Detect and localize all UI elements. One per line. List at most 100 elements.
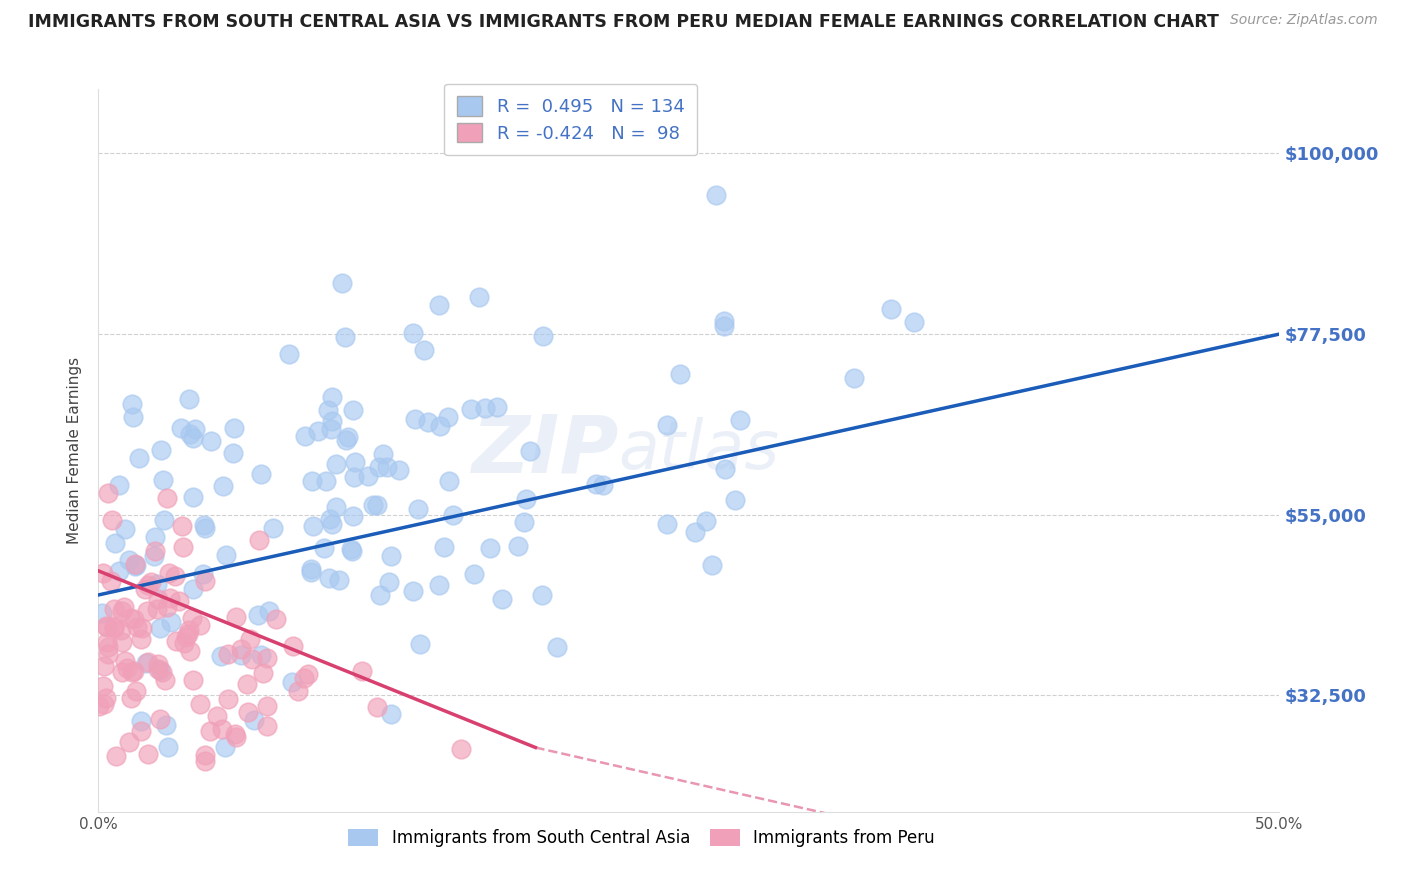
Point: [336, 429, 359, 443]
Point: [486, 400, 509, 414]
Point: [222, 420, 245, 434]
Point: [114, 522, 136, 536]
Point: [124, 683, 146, 698]
Point: [153, 673, 176, 687]
Point: [143, 544, 166, 558]
Point: [321, 390, 343, 404]
Point: [181, 431, 204, 445]
Point: [97, 640, 120, 654]
Point: [198, 723, 221, 738]
Y-axis label: Median Female Earnings: Median Female Earnings: [67, 357, 83, 544]
Point: [247, 533, 270, 547]
Point: [193, 566, 215, 581]
Point: [350, 664, 373, 678]
Point: [93, 698, 115, 712]
Point: [177, 623, 200, 637]
Text: ZIP: ZIP: [471, 411, 619, 490]
Point: [318, 571, 340, 585]
Point: [138, 578, 160, 592]
Point: [330, 277, 353, 291]
Point: [179, 643, 201, 657]
Point: [249, 648, 271, 663]
Point: [842, 371, 865, 385]
Point: [342, 402, 364, 417]
Point: [111, 634, 134, 648]
Point: [531, 329, 554, 343]
Point: [460, 401, 482, 416]
Point: [343, 455, 366, 469]
Point: [188, 698, 211, 712]
Point: [146, 657, 169, 671]
Point: [231, 648, 253, 662]
Point: [418, 415, 440, 429]
Text: IMMIGRANTS FROM SOUTH CENTRAL ASIA VS IMMIGRANTS FROM PERU MEDIAN FEMALE EARNING: IMMIGRANTS FROM SOUTH CENTRAL ASIA VS IM…: [28, 13, 1219, 31]
Point: [375, 460, 398, 475]
Point: [388, 463, 411, 477]
Point: [200, 434, 222, 448]
Point: [143, 530, 166, 544]
Point: [170, 421, 193, 435]
Point: [225, 731, 247, 745]
Point: [177, 627, 200, 641]
Point: [105, 748, 128, 763]
Point: [118, 734, 141, 748]
Point: [474, 401, 496, 416]
Point: [299, 565, 322, 579]
Point: [706, 188, 728, 202]
Point: [167, 593, 190, 607]
Point: [91, 566, 114, 580]
Point: [138, 747, 160, 761]
Point: [427, 298, 450, 312]
Point: [373, 447, 395, 461]
Point: [328, 573, 350, 587]
Point: [146, 662, 169, 676]
Point: [149, 621, 172, 635]
Point: [163, 569, 186, 583]
Point: [312, 541, 335, 555]
Point: [439, 475, 461, 489]
Point: [217, 691, 239, 706]
Point: [159, 615, 181, 629]
Point: [361, 498, 384, 512]
Point: [546, 640, 568, 654]
Point: [325, 457, 347, 471]
Point: [380, 549, 402, 564]
Point: [181, 491, 204, 505]
Point: [91, 679, 114, 693]
Point: [519, 443, 541, 458]
Point: [512, 515, 534, 529]
Point: [256, 651, 278, 665]
Point: [117, 661, 139, 675]
Point: [342, 509, 364, 524]
Point: [450, 741, 472, 756]
Text: atlas: atlas: [619, 417, 779, 483]
Point: [222, 446, 245, 460]
Point: [97, 648, 120, 662]
Point: [669, 368, 692, 382]
Point: [194, 747, 217, 762]
Point: [93, 659, 115, 673]
Point: [724, 492, 747, 507]
Point: [108, 478, 131, 492]
Point: [96, 690, 118, 705]
Point: [176, 630, 198, 644]
Point: [437, 410, 460, 425]
Point: [592, 478, 614, 492]
Point: [250, 467, 273, 482]
Point: [217, 647, 239, 661]
Point: [136, 656, 159, 670]
Point: [256, 719, 278, 733]
Point: [259, 604, 281, 618]
Point: [209, 649, 232, 664]
Point: [118, 553, 141, 567]
Point: [325, 500, 347, 515]
Point: [413, 343, 436, 357]
Point: [100, 574, 122, 588]
Point: [281, 675, 304, 690]
Point: [281, 639, 304, 653]
Point: [404, 411, 426, 425]
Point: [121, 665, 143, 680]
Point: [224, 727, 246, 741]
Point: [256, 698, 278, 713]
Point: [87, 698, 110, 713]
